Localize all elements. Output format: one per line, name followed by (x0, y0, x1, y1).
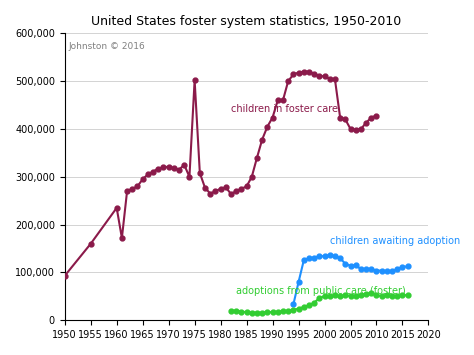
Text: children awaiting adoption: children awaiting adoption (330, 236, 460, 246)
Text: children in foster care: children in foster care (231, 104, 338, 114)
Text: adoptions from public care (foster): adoptions from public care (foster) (236, 286, 406, 296)
Text: Johnston © 2016: Johnston © 2016 (68, 42, 145, 51)
Title: United States foster system statistics, 1950-2010: United States foster system statistics, … (91, 15, 402, 28)
